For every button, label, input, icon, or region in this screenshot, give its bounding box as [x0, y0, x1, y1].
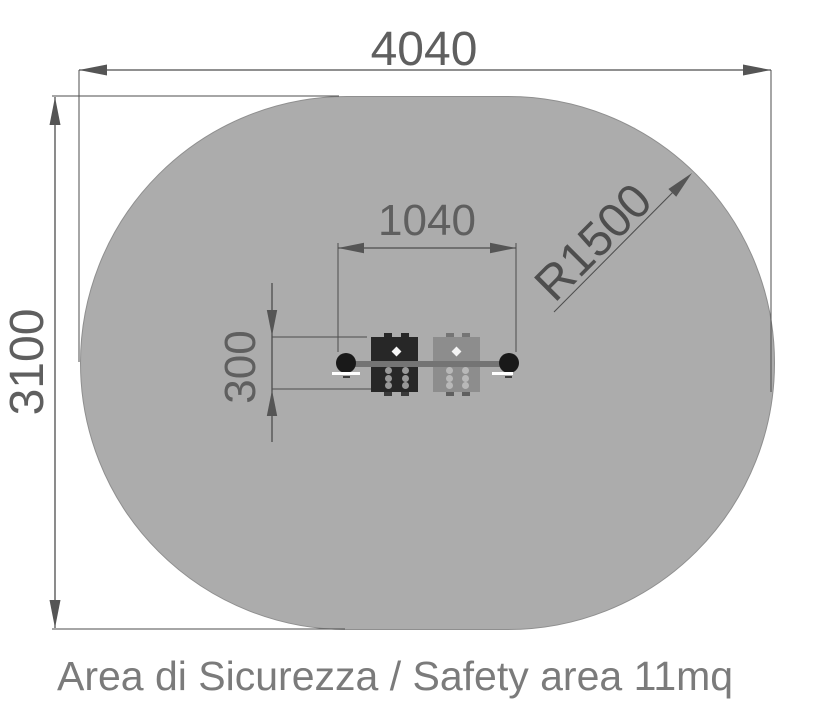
right-post [499, 353, 519, 373]
panel-tab [446, 392, 454, 396]
panel-dot [462, 382, 469, 389]
panel-tab [384, 333, 392, 337]
right-post-tick [505, 376, 512, 378]
panel-dot [385, 382, 392, 389]
equipment-depth-dimension [266, 283, 371, 442]
panel-dot [462, 375, 469, 382]
panel-tab [401, 392, 409, 396]
diagram-caption: Area di Sicurezza / Safety area 11mq [57, 653, 734, 699]
panel-tab [446, 333, 454, 337]
panel-dot [446, 382, 453, 389]
equipment-width-label: 1040 [378, 196, 476, 245]
right-post-mark [492, 372, 513, 375]
safety-radius-dimension [553, 173, 692, 313]
equipment-depth-label: 300 [216, 330, 265, 404]
panel-tab [462, 392, 470, 396]
left-post-mark [332, 372, 360, 375]
panel-dot [402, 382, 409, 389]
panel-tab [384, 392, 392, 396]
panel-dot [385, 367, 392, 374]
panel-dot [446, 367, 453, 374]
left-post-tick [343, 376, 350, 378]
panel-tab [401, 333, 409, 337]
cross-bar [346, 361, 509, 367]
panel-dot [462, 367, 469, 374]
panel-tab [462, 333, 470, 337]
left-post [336, 353, 356, 373]
panel-dot [385, 375, 392, 382]
total-width-label: 4040 [370, 23, 478, 76]
panel-dot [402, 367, 409, 374]
total-width-dimension [78, 64, 772, 392]
total-height-dimension [49, 95, 345, 630]
total-height-label: 3100 [1, 308, 54, 416]
equipment-width-dimension [337, 242, 517, 352]
panel-dot [446, 375, 453, 382]
panel-dot [402, 375, 409, 382]
